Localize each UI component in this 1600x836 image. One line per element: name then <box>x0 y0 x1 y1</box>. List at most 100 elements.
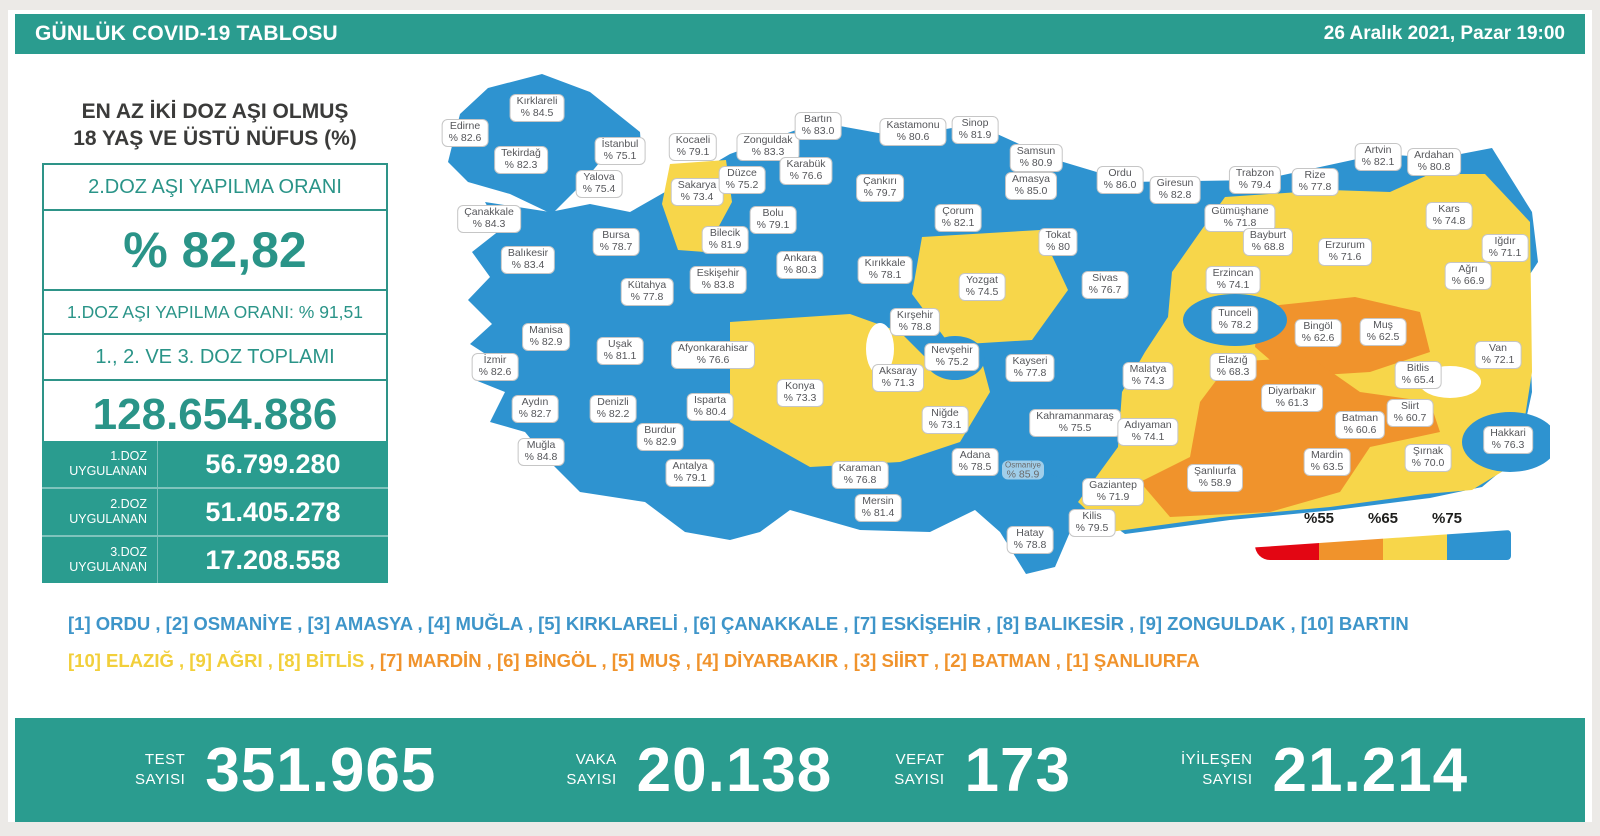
province-label-ank-r: Çankırı% 79.7 <box>856 174 904 202</box>
top-list-item: , [9] ZONGULDAK <box>1124 613 1286 634</box>
province-label-i-d-r: Iğdır% 71.1 <box>1481 234 1529 262</box>
dose2-row-value: 51.405.278 <box>205 496 341 527</box>
dose2-rate-value: % 82,82 <box>44 209 386 289</box>
bottom-list-item: [4] DİYARBAKIR <box>696 650 839 671</box>
test-label-line2: SAYISI <box>135 771 186 788</box>
province-label-sivas: Sivas% 76.7 <box>1081 271 1129 299</box>
dose1-row-label2: UYGULANAN <box>69 464 147 478</box>
panel-title-line1: EN AZ İKİ DOZ AŞI OLMUŞ <box>81 100 349 123</box>
province-label-tokat: Tokat% 80 <box>1038 228 1078 256</box>
province-label-diyarbak-r: Diyarbakır% 61.3 <box>1261 384 1323 412</box>
top-list-item: , [8] BALIKESİR <box>981 613 1124 634</box>
province-label-mersin: Mersin% 81.4 <box>854 494 902 522</box>
legend-segment-yellow <box>1383 530 1447 560</box>
top-list-item: [1] ORDU <box>68 613 151 634</box>
province-label-kastamonu: Kastamonu% 80.6 <box>879 118 947 146</box>
province-label-bilecik: Bilecik% 81.9 <box>701 226 749 254</box>
panel-title-line2: 18 YAŞ VE ÜSTÜ NÜFUS (%) <box>73 127 357 150</box>
table-row: 3.DOZ UYGULANAN 17.208.558 <box>42 535 388 583</box>
province-label-antalya: Antalya% 79.1 <box>665 459 715 487</box>
province-label-siirt: Siirt% 60.7 <box>1386 399 1434 427</box>
dose2-rate-label: 2.DOZ AŞI YAPILMA ORANI <box>88 175 342 198</box>
cases-label-line2: SAYISI <box>566 771 617 788</box>
province-label-nev-ehir: Nevşehir% 75.2 <box>924 343 980 371</box>
doses-table: 1.DOZ UYGULANAN 56.799.280 2.DOZ UYGULANAN… <box>42 441 388 583</box>
province-label-bart-n: Bartın% 83.0 <box>794 112 842 140</box>
province-label-osmaniye: Osmaniye% 85.9 <box>1001 460 1045 480</box>
province-label-gaziantep: Gaziantep% 71.9 <box>1082 478 1144 506</box>
header-date: 26 Aralık 2021, Pazar 19:00 <box>1323 23 1565 44</box>
dose3-row-label1: 3.DOZ <box>110 545 147 559</box>
top-list-item: , [3] AMASYA <box>292 613 413 634</box>
province-label-k-r-kkale: Kırıkkale% 78.1 <box>857 256 913 284</box>
province-label-bayburt: Bayburt% 68.8 <box>1242 228 1294 256</box>
province-label-eski-ehir: Eskişehir% 83.8 <box>689 266 747 294</box>
bottom-list-item: [2] BATMAN <box>944 650 1051 671</box>
dose1-row-label1: 1.DOZ <box>110 449 147 463</box>
province-label-karaman: Karaman% 76.8 <box>831 461 889 489</box>
dose2-row-label2: UYGULANAN <box>69 512 147 526</box>
province-label-zonguldak: Zonguldak% 83.3 <box>736 133 800 161</box>
legend-segment-orange <box>1319 530 1383 560</box>
province-label-bitlis: Bitlis% 65.4 <box>1394 361 1442 389</box>
province-label-ardahan: Ardahan% 80.8 <box>1407 148 1461 176</box>
province-label-yalova: Yalova% 75.4 <box>575 170 623 198</box>
legend-label-55: %55 <box>1303 510 1335 527</box>
thrace-landmass <box>448 74 642 214</box>
province-label-artvin: Artvin% 82.1 <box>1354 143 1402 171</box>
province-label-bursa: Bursa% 78.7 <box>592 228 640 256</box>
province-label-u-ak: Uşak% 81.1 <box>596 337 644 365</box>
province-label-ankara: Ankara% 80.3 <box>776 251 824 279</box>
bottom-list-item: [9] AĞRI <box>189 650 263 671</box>
deaths-label-line1: VEFAT <box>895 751 945 768</box>
province-label-kayseri: Kayseri% 77.8 <box>1005 354 1055 382</box>
lake-tuz <box>866 323 894 375</box>
province-label-elaz: Elazığ% 68.3 <box>1209 353 1257 381</box>
province-label-bolu: Bolu% 79.1 <box>749 206 797 234</box>
province-label-k-r-ehir: Kırşehir% 78.8 <box>889 308 941 336</box>
province-label-konya: Konya% 73.3 <box>776 379 824 407</box>
province-label-rnak: Şırnak% 70.0 <box>1404 444 1452 472</box>
bottom-list-item: [1] ŞANLIURFA <box>1066 650 1200 671</box>
province-label-kars: Kars% 74.8 <box>1425 202 1473 230</box>
province-label-denizli: Denizli% 82.2 <box>589 395 637 423</box>
province-label-erzurum: Erzurum% 71.6 <box>1318 238 1372 266</box>
cases-label-line1: VAKA <box>575 751 617 768</box>
province-label-rize: Rize% 77.8 <box>1291 168 1339 196</box>
top-list-item: , [7] ESKİŞEHİR <box>838 613 982 634</box>
test-label-line1: TEST <box>144 751 186 768</box>
recovered-label-line2: SAYISI <box>1202 771 1253 788</box>
province-label-anl-urfa: Şanlıurfa% 58.9 <box>1186 464 1244 492</box>
province-label-sakarya: Sakarya% 73.4 <box>670 178 724 206</box>
province-label-edirne: Edirne% 82.6 <box>441 119 489 147</box>
province-label-ordu: Ordu% 86.0 <box>1096 166 1144 194</box>
top-list-item: , [10] BARTIN <box>1285 613 1409 634</box>
stat-recovered: İYİLEŞEN SAYISI 21.214 <box>1181 735 1468 806</box>
recovered-label-line1: İYİLEŞEN <box>1180 751 1253 768</box>
province-label-k-tahya: Kütahya% 77.8 <box>620 278 674 306</box>
province-label-anakkale: Çanakkale% 84.3 <box>457 205 521 233</box>
province-label-erzincan: Erzincan% 74.1 <box>1205 266 1261 294</box>
province-label-karab-k: Karabük% 76.6 <box>779 157 833 185</box>
province-label-orum: Çorum% 82.1 <box>934 204 982 232</box>
province-label-g-m-hane: Gümüşhane% 71.8 <box>1204 204 1276 232</box>
stat-test: TEST SAYISI 351.965 <box>135 735 436 806</box>
province-label-mu-la: Muğla% 84.8 <box>517 438 565 466</box>
province-label-ad-yaman: Adıyaman% 74.1 <box>1117 418 1179 446</box>
top-provinces-list: [1] ORDU , [2] OSMANİYE , [3] AMASYA , [… <box>68 613 1568 635</box>
total-doses-value: 128.654.886 <box>44 379 386 449</box>
legend-label-75: %75 <box>1431 510 1463 527</box>
vaccination-stats-box: 2.DOZ AŞI YAPILMA ORANI % 82,82 1.DOZ AŞ… <box>42 163 388 451</box>
bottom-list-item: [3] SİİRT <box>853 650 929 671</box>
province-label-sinop: Sinop% 81.9 <box>951 116 999 144</box>
table-row: 1.DOZ UYGULANAN 56.799.280 <box>42 441 388 487</box>
legend-segment-blue <box>1447 530 1511 560</box>
province-label-d-zce: Düzce% 75.2 <box>718 166 766 194</box>
top-list-item: , [2] OSMANİYE <box>150 613 293 634</box>
province-label-kahramanmara: Kahramanmaraş% 75.5 <box>1029 409 1121 437</box>
province-label-trabzon: Trabzon% 79.4 <box>1228 166 1282 194</box>
province-label-i-stanbul: İstanbul% 75.1 <box>594 137 646 165</box>
page-title: GÜNLÜK COVID-19 TABLOSU <box>35 22 338 45</box>
province-label-manisa: Manisa% 82.9 <box>522 323 570 351</box>
province-label-batman: Batman% 60.6 <box>1334 411 1386 439</box>
